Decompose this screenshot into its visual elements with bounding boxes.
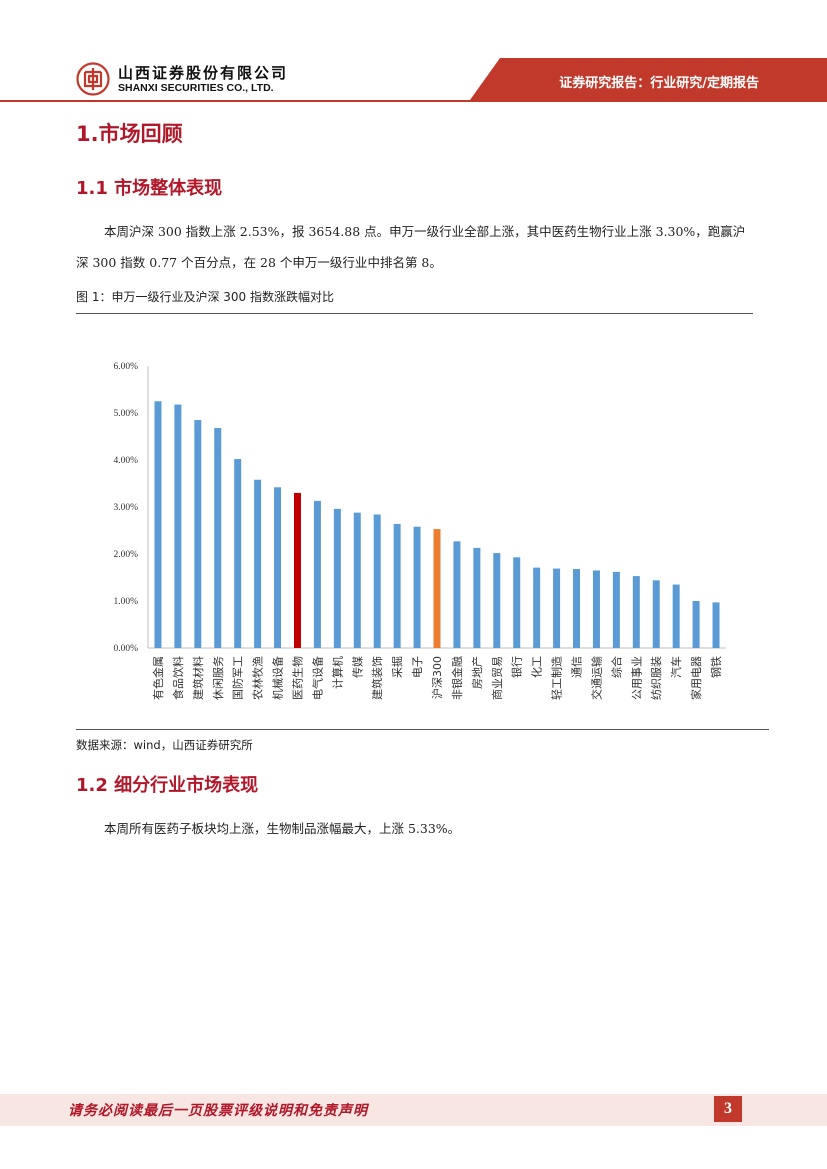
- bar: [194, 420, 202, 648]
- x-tick-label: 化工: [530, 656, 544, 678]
- company-logo-icon: [76, 62, 110, 96]
- x-tick-label: 纺织服装: [649, 656, 663, 700]
- x-tick-label: 通信: [571, 656, 584, 678]
- x-tick-label: 传媒: [351, 656, 364, 678]
- subsection-title-1-1: 1.1 市场整体表现: [76, 178, 223, 199]
- bar: [692, 601, 700, 648]
- bar: [254, 479, 262, 648]
- x-tick-label: 沪深300: [430, 656, 444, 699]
- bar: [214, 428, 222, 648]
- bar: [313, 500, 321, 648]
- x-tick-label: 交通运输: [589, 656, 603, 700]
- page-header: 山西证券股份有限公司 SHANXI SECURITIES CO., LTD. 证…: [0, 0, 827, 110]
- x-tick-label: 房地产: [470, 656, 484, 689]
- company-name-cn: 山西证券股份有限公司: [118, 64, 289, 82]
- page-number: 3: [714, 1096, 742, 1122]
- industry-return-chart: 0.00% 1.00% 2.00% 3.00% 4.00% 5.00% 6.00% 有色金属食…: [76, 314, 766, 726]
- bar: [513, 557, 521, 648]
- figure-top-rule: [76, 313, 753, 314]
- bar: [413, 526, 421, 648]
- x-tick-label: 银行: [510, 656, 524, 678]
- x-tick-label: 有色金属: [151, 656, 165, 700]
- bar: [333, 508, 341, 648]
- x-tick-label: 商业贸易: [490, 656, 504, 700]
- x-tick-label: 综合: [609, 656, 623, 678]
- x-tick-label: 汽车: [669, 656, 683, 678]
- company-name-en: SHANXI SECURITIES CO., LTD.: [118, 82, 274, 94]
- bar: [612, 571, 620, 648]
- bar: [154, 401, 162, 648]
- bar: [473, 547, 481, 648]
- x-tick-label: 电气设备: [310, 656, 324, 700]
- x-tick-label: 机械设备: [271, 656, 285, 700]
- y-tick-label: 6.00%: [113, 362, 138, 372]
- figure-source: 数据来源：wind，山西证券研究所: [76, 738, 253, 752]
- x-tick-label: 食品饮料: [171, 656, 185, 700]
- y-tick-label: 4.00%: [113, 456, 138, 466]
- bar: [274, 487, 282, 648]
- x-tick-label: 建筑装饰: [370, 656, 384, 700]
- bar: [453, 541, 461, 648]
- bar: [553, 568, 561, 648]
- bar: [672, 584, 680, 648]
- x-tick-label: 电子: [411, 656, 424, 678]
- bar: [712, 602, 720, 648]
- bar: [393, 523, 401, 648]
- y-tick-label: 2.00%: [113, 550, 138, 560]
- bar: [573, 569, 581, 648]
- footer-band: [0, 1094, 827, 1126]
- x-tick-label: 农林牧渔: [251, 656, 265, 700]
- bar: [174, 404, 182, 648]
- bar: [293, 492, 301, 648]
- x-tick-label: 公用事业: [630, 656, 643, 700]
- x-tick-label: 非银金融: [450, 656, 464, 700]
- x-tick-label: 采掘: [390, 656, 404, 678]
- bar: [592, 570, 600, 648]
- bar: [632, 576, 640, 648]
- y-tick-label: 1.00%: [113, 597, 138, 607]
- figure-caption: 图 1：申万一级行业及沪深 300 指数涨跌幅对比: [76, 290, 334, 304]
- company-logo: 山西证券股份有限公司 SHANXI SECURITIES CO., LTD.: [76, 62, 288, 96]
- figure-bottom-rule: [76, 729, 769, 730]
- market-overview-paragraph: 本周沪深 300 指数上涨 2.53%，报 3654.88 点。申万一级行业全部…: [76, 224, 746, 270]
- y-tick-label: 5.00%: [113, 409, 138, 419]
- x-tick-label: 休闲服务: [211, 656, 225, 700]
- bar: [353, 512, 361, 648]
- section-title: 1.市场回顾: [76, 122, 183, 146]
- bar: [234, 459, 242, 648]
- y-tick-label: 3.00%: [113, 503, 138, 513]
- x-tick-label: 家用电器: [689, 656, 703, 700]
- x-tick-label: 医药生物: [290, 656, 304, 700]
- report-type-label: 证券研究报告：行业研究/定期报告: [559, 76, 759, 91]
- disclaimer-notice: 请务必阅读最后一页股票评级说明和免责声明: [68, 1103, 368, 1119]
- x-tick-label: 计算机: [330, 656, 344, 689]
- bar: [652, 580, 660, 648]
- sub-industry-paragraph: 本周所有医药子板块均上涨，生物制品涨幅最大，上涨 5.33%。: [104, 821, 461, 836]
- x-tick-label: 建筑材料: [191, 656, 205, 700]
- bar: [533, 567, 541, 648]
- x-tick-label: 轻工制造: [550, 656, 564, 700]
- x-tick-label: 钢铁: [710, 656, 723, 678]
- subsection-title-1-2: 1.2 细分行业市场表现: [76, 775, 259, 796]
- bar: [433, 529, 441, 648]
- bar: [373, 514, 381, 648]
- header-banner: [0, 58, 827, 102]
- x-tick-label: 国防军工: [231, 656, 245, 700]
- chart-svg: 0.00% 1.00% 2.00% 3.00% 4.00% 5.00% 6.00% 有色金属食…: [113, 362, 726, 700]
- bar: [493, 553, 501, 648]
- y-tick-label: 0.00%: [113, 644, 138, 654]
